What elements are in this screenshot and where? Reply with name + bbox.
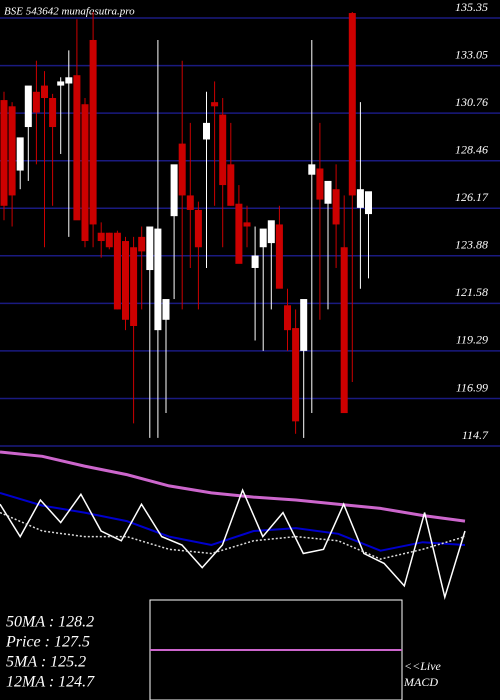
candle-body: [292, 328, 300, 422]
candle-body: [49, 98, 57, 128]
y-tick-label: 119.29: [456, 333, 488, 347]
candle-body: [41, 85, 48, 99]
legend-entry: 5MA : 125.2: [6, 654, 86, 671]
candle-body: [162, 299, 170, 320]
candle-body: [300, 299, 308, 351]
candle-body: [8, 106, 16, 196]
y-tick-label: 116.99: [456, 380, 488, 394]
candle-body: [186, 195, 194, 210]
candle-body: [24, 85, 32, 128]
y-tick-label: 130.76: [455, 95, 488, 109]
candle-body: [170, 164, 178, 217]
candle-body: [178, 143, 186, 196]
macd-label: <<Live: [404, 659, 442, 673]
indicator-line: [0, 511, 466, 560]
candle-body: [105, 232, 113, 248]
candle-body: [194, 209, 202, 248]
candle-body: [57, 81, 65, 86]
legend-entry: 50MA : 128.2: [6, 614, 94, 631]
candle-body: [113, 232, 121, 310]
y-tick-label: 121.58: [455, 285, 488, 299]
legend-entry: 12MA : 124.7: [6, 674, 95, 691]
candle-body: [0, 100, 8, 206]
candle-body: [332, 189, 340, 225]
legend-entry: Price : 127.5: [5, 634, 90, 651]
candle-body: [130, 247, 138, 327]
candle-body: [227, 164, 235, 206]
candle-body: [81, 104, 89, 242]
chart-title: BSE 543642 munafasutra.pro: [4, 6, 135, 18]
candle-body: [284, 305, 291, 331]
candle-body: [340, 247, 348, 414]
y-tick-label: 123.88: [455, 237, 488, 251]
indicator-line: [0, 450, 466, 523]
candle-body: [73, 75, 81, 221]
indicator-line: [0, 491, 466, 552]
candle-body: [203, 122, 210, 140]
candle-body: [275, 224, 283, 289]
candle-body: [65, 77, 73, 84]
y-tick-label: 126.17: [455, 190, 489, 204]
y-tick-label: 128.46: [455, 143, 488, 157]
y-tick-label: 114.7: [462, 428, 489, 442]
candle-body: [365, 191, 372, 215]
candle-body: [89, 39, 97, 225]
candle-body: [146, 226, 154, 271]
candle-body: [235, 203, 243, 264]
candle-body: [97, 232, 105, 242]
candle-body: [219, 114, 227, 186]
macd-label: MACD: [403, 675, 438, 689]
candle-body: [267, 220, 275, 244]
candle-body: [16, 137, 24, 171]
candle-body: [316, 168, 324, 200]
candle-body: [122, 241, 129, 320]
candle-body: [211, 102, 219, 107]
candle-body: [308, 164, 316, 175]
y-tick-label: 133.05: [455, 47, 488, 61]
candle-body: [348, 13, 356, 196]
indicator-line: [0, 488, 466, 601]
candle-body: [251, 255, 259, 268]
y-tick-label: 135.35: [455, 0, 488, 14]
candle-body: [138, 236, 146, 252]
candle-body: [259, 228, 267, 248]
candle-body: [324, 180, 332, 204]
candle-body: [32, 91, 40, 113]
candle-body: [154, 228, 162, 331]
candle-body: [356, 189, 364, 208]
candle-body: [243, 222, 251, 227]
